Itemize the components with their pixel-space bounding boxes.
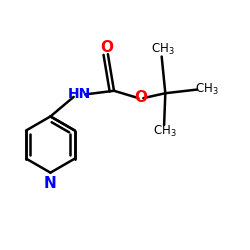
Text: CH$_3$: CH$_3$	[194, 82, 218, 96]
Text: CH$_3$: CH$_3$	[154, 124, 177, 140]
Text: CH$_3$: CH$_3$	[151, 42, 175, 57]
Text: N: N	[44, 176, 57, 190]
Text: O: O	[134, 90, 147, 105]
Text: O: O	[100, 40, 113, 56]
Text: HN: HN	[68, 88, 92, 102]
